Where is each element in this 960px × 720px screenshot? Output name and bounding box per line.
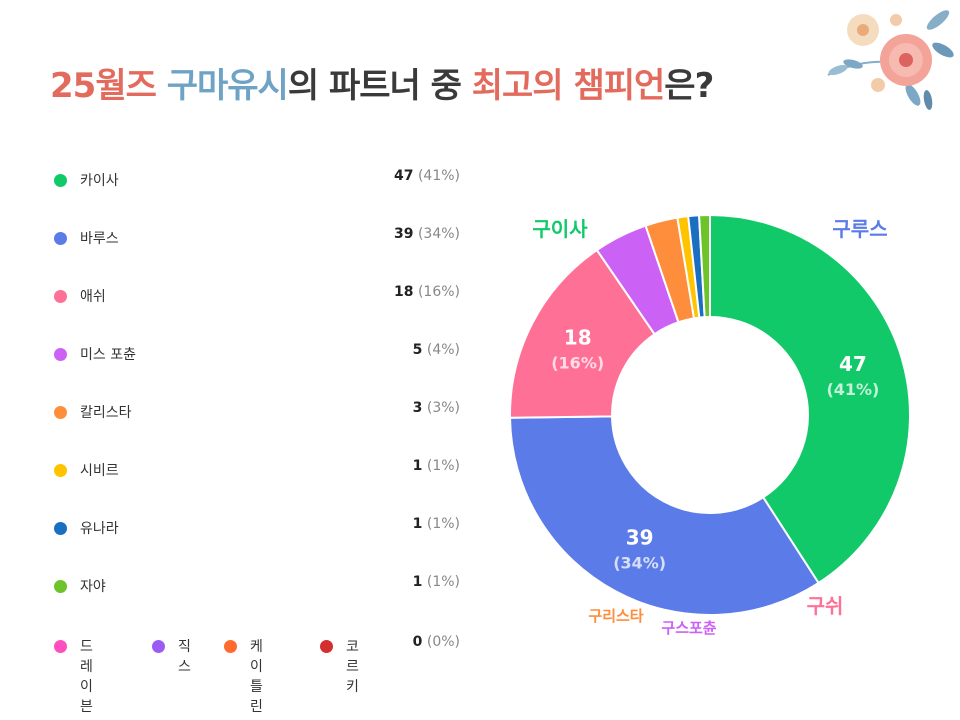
slice-nickname-label: 구이사 [532,217,588,241]
legend-row: 유나라 1 (1%) [50,508,470,548]
legend-value: 1 (1%) [413,458,460,474]
slice-value-label: 39 [626,525,654,549]
legend-row: 칼리스타 3 (3%) [50,392,470,432]
pie-slice [510,416,819,615]
legend-value: 5 (4%) [413,342,460,358]
slice-percent-label: (41%) [826,380,879,399]
legend-value: 1 (1%) [413,574,460,590]
title-part-end: 은? [664,66,713,106]
legend-value: 39 (34%) [394,226,460,242]
legend-percent: (41%) [418,168,460,184]
legend-count: 3 [413,400,423,416]
legend-count: 39 [394,226,413,242]
legend-row: 자야 1 (1%) [50,566,470,606]
legend-row: 미스 포츈 5 (4%) [50,334,470,374]
legend-row-zero-group: 드레이븐 직스 케이틀린 코르키 0 (0%) [50,626,470,666]
legend-count: 1 [413,574,423,590]
legend-row: 시비르 1 (1%) [50,450,470,490]
title-part-year: 25월즈 [50,66,167,106]
legend-count: 5 [413,342,423,358]
legend-dot-icon [54,290,67,303]
legend-label: 케이틀린 [250,636,263,716]
legend-dot-icon [152,640,165,653]
legend-dot-icon [54,464,67,477]
legend-value: 47 (41%) [394,168,460,184]
legend-count: 47 [394,168,413,184]
legend-value: 3 (3%) [413,400,460,416]
legend-dot-icon [54,640,67,653]
legend-label: 자야 [80,576,106,596]
legend-dot-icon [54,174,67,187]
legend-dot-icon [54,522,67,535]
legend-label: 애쉬 [80,286,106,306]
legend-value: 0 (0%) [413,634,460,650]
legend-percent: (4%) [427,342,460,358]
legend-percent: (1%) [427,574,460,590]
legend-label: 직스 [178,636,191,676]
flower-decoration-icon [818,0,960,115]
legend-count: 1 [413,458,423,474]
legend-percent: (3%) [427,400,460,416]
slice-percent-label: (16%) [551,353,604,372]
legend-dot-icon [54,232,67,245]
legend-percent: (1%) [427,516,460,532]
legend-count: 1 [413,516,423,532]
legend-dot-icon [54,580,67,593]
legend-dot-icon [54,348,67,361]
legend-value: 18 (16%) [394,284,460,300]
slice-percent-label: (34%) [613,553,666,572]
slice-nickname-label: 구쉬 [807,594,844,618]
slice-nickname-label: 구스포츈 [661,619,716,637]
legend-label: 바루스 [80,228,119,248]
legend-dot-icon [224,640,237,653]
legend-label: 시비르 [80,460,119,480]
title-part-player: 구마유시 [167,66,288,106]
legend-label: 코르키 [346,636,359,696]
slice-nickname-label: 구리스타 [588,607,643,625]
page-title: 25월즈 구마유시의 파트너 중 최고의 챔피언은? [50,58,713,107]
legend-label: 칼리스타 [80,402,132,422]
legend-label: 드레이븐 [80,636,93,716]
title-part-highlight: 최고의 챔피언 [472,66,665,106]
legend-row: 애쉬 18 (16%) [50,276,470,316]
legend-row: 카이사 47 (41%) [50,160,470,200]
legend-dot-icon [54,406,67,419]
title-part-middle: 의 파트너 중 [288,66,472,106]
slice-value-label: 18 [564,325,592,349]
legend-percent: (1%) [427,458,460,474]
legend-percent: (0%) [427,634,460,650]
slice-value-label: 47 [839,352,867,376]
legend-label: 유나라 [80,518,119,538]
legend-dot-icon [320,640,333,653]
legend-label: 카이사 [80,170,119,190]
legend-count: 18 [394,284,413,300]
legend-label: 미스 포츈 [80,344,136,364]
legend-percent: (34%) [418,226,460,242]
legend-row: 바루스 39 (34%) [50,218,470,258]
slice-nickname-label: 구루스 [832,217,887,241]
legend-count: 0 [413,634,423,650]
legend-value: 1 (1%) [413,516,460,532]
legend-percent: (16%) [418,284,460,300]
